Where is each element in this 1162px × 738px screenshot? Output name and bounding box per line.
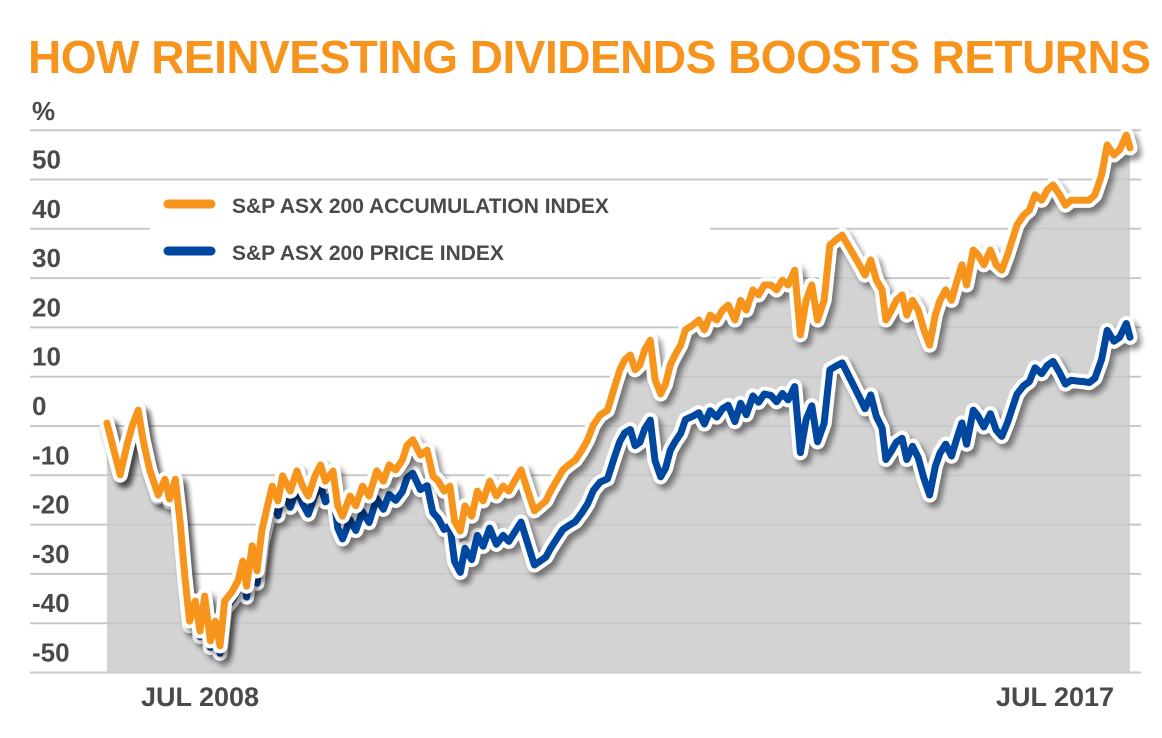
x-tick-label: JUL 2017 [996,682,1114,712]
legend: S&P ASX 200 ACCUMULATION INDEX S&P ASX 2… [150,182,710,272]
legend-label-accumulation: S&P ASX 200 ACCUMULATION INDEX [232,195,609,218]
y-tick-label: 30 [32,243,61,273]
axis-layer: % 50 40 30 20 10 0 -10 -20 -30 -40 -50 JUL 2008 JUL … [32,96,1114,712]
y-tick-label: -10 [32,440,70,470]
chart-title: HOW REINVESTING DIVIDENDS BOOSTS RETURNS [28,31,1151,83]
y-tick-label: 40 [32,194,61,224]
y-tick-label: 50 [32,145,61,175]
grid-layer [30,129,1141,674]
y-tick-label: -40 [32,588,70,618]
y-axis-unit-label: % [32,96,55,126]
y-tick-label: 10 [32,342,61,372]
y-tick-label: 20 [32,292,61,322]
legend-background [150,182,710,272]
y-tick-label: 0 [32,391,46,421]
y-tick-label: -20 [32,490,70,520]
area-layer [106,135,1130,673]
accumulation-area-fill [106,135,1130,673]
series-layer [99,127,1138,661]
y-tick-label: -30 [32,539,70,569]
legend-label-price: S&P ASX 200 PRICE INDEX [232,242,504,265]
accumulation-index-line [103,131,1134,650]
accumulation-index-line-group [99,127,1138,654]
x-tick-label: JUL 2008 [141,682,259,712]
y-tick-label: -50 [32,638,70,668]
